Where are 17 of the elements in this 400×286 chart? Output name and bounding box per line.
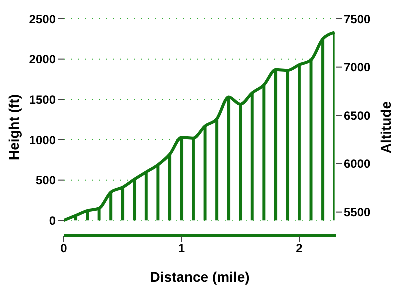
x-tick-label: 2 bbox=[296, 242, 304, 256]
x-axis-title: Distance (mile) bbox=[150, 269, 250, 285]
y-tick-label: 0 bbox=[49, 214, 56, 228]
x-tick-label: 0 bbox=[60, 242, 68, 256]
y2-axis-title: Altitude bbox=[378, 101, 394, 154]
y-tick-label: 2000 bbox=[29, 52, 56, 67]
y2-tick-label: 7500 bbox=[344, 12, 372, 26]
y-tick-label: 1000 bbox=[29, 133, 56, 148]
y-axis-title: Height (ft) bbox=[6, 94, 22, 161]
y2-tick-label: 6500 bbox=[344, 108, 372, 123]
y2-tick-label: 6000 bbox=[344, 157, 372, 172]
y-tick-label: 2500 bbox=[29, 12, 56, 26]
y-tick-label: 500 bbox=[36, 174, 56, 188]
y2-tick-label: 5500 bbox=[344, 206, 372, 220]
x-tick-label: 1 bbox=[178, 242, 186, 256]
y2-tick-label: 7000 bbox=[344, 60, 372, 75]
y-tick-label: 1500 bbox=[29, 92, 56, 107]
